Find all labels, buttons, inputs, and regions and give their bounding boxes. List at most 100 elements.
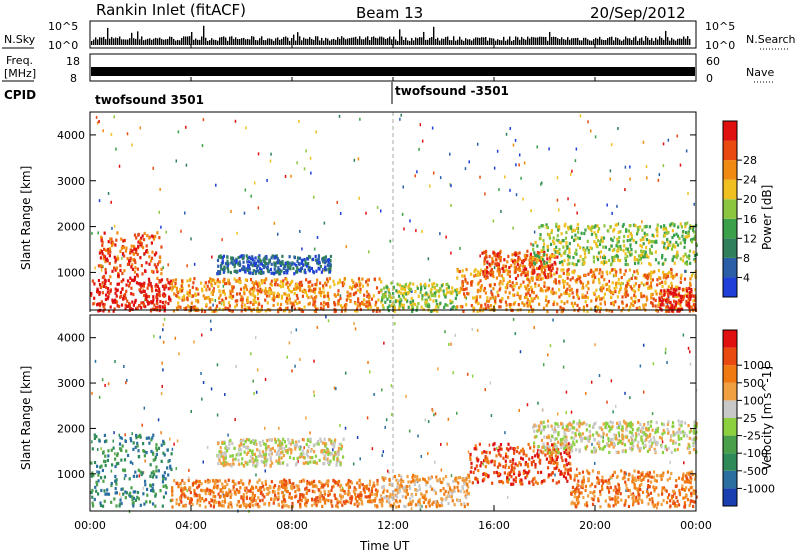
range-cell [678,287,680,290]
nsky-bar [271,39,272,45]
freq-tick-top: 18 [66,55,80,68]
range-cell [537,296,539,299]
range-cell [110,282,112,285]
range-cell [299,281,301,284]
scatter-cell [658,179,660,182]
range-cell [303,462,305,465]
nsky-bar [433,27,434,45]
range-cell [100,286,102,289]
range-cell [615,270,617,273]
scatter-cell [552,428,554,431]
scatter-cell [646,176,648,179]
range-cell [599,268,601,271]
range-cell [565,231,567,234]
range-cell [452,306,454,309]
range-cell [556,256,558,259]
range-cell [240,495,242,498]
range-cell [137,306,139,309]
range-cell [670,275,672,278]
range-cell [184,504,186,507]
range-cell [130,461,132,464]
range-cell [128,284,130,287]
nsky-bar [537,37,538,45]
range-cell [353,292,355,295]
range-cell [152,295,154,298]
range-cell [384,301,386,304]
nsky-bar [497,39,498,45]
range-cell [577,295,579,298]
nsky-bar [423,32,424,45]
range-cell [261,499,263,502]
range-cell [214,282,216,285]
range-cell [245,440,247,443]
power-colorbar-label: Power [dB] [760,185,774,250]
range-cell [173,479,175,482]
range-cell [588,227,590,230]
range-cell [208,288,210,291]
range-cell [627,248,629,251]
scatter-cell [94,266,96,269]
range-cell [181,279,183,282]
range-cell [280,303,282,306]
range-cell [331,505,333,508]
y-tick-label: 4000 [57,129,85,142]
scatter-cell [111,227,113,230]
range-cell [510,264,512,267]
range-cell [262,271,264,274]
range-cell [211,298,213,301]
range-cell [243,503,245,506]
range-cell [330,489,332,492]
range-cell [102,505,104,508]
range-cell [144,480,146,483]
scatter-cell [124,477,126,480]
scatter-cell [429,184,431,187]
range-cell [632,300,634,303]
range-cell [641,295,643,298]
scatter-cell [172,448,174,451]
scatter-cell [498,188,500,191]
nsky-bar [353,37,354,45]
range-cell [277,266,279,269]
range-cell [94,498,96,501]
nsky-bar [619,40,620,45]
range-cell [343,282,345,285]
range-cell [133,248,135,251]
range-cell [220,446,222,449]
nsky-bar [689,39,690,45]
range-cell [477,289,479,292]
scatter-cell [439,232,441,235]
range-cell [428,284,430,287]
scatter-cell [108,382,110,385]
range-cell [633,294,635,297]
range-cell [441,284,443,287]
range-cell [620,248,622,251]
range-cell [381,288,383,291]
range-cell [309,460,311,463]
range-cell [656,283,658,286]
range-cell [130,437,132,440]
range-cell [669,223,671,226]
range-cell [183,482,185,485]
range-cell [286,463,288,466]
range-cell [254,459,256,462]
range-cell [195,287,197,290]
range-cell [251,496,253,499]
range-cell [151,251,153,254]
range-cell [311,504,313,507]
scatter-cell [235,120,237,123]
range-cell [92,504,94,507]
scatter-cell [641,220,643,223]
range-cell [395,289,397,292]
scatter-cell [432,409,434,412]
range-cell [670,282,672,285]
range-cell [125,249,127,252]
nsky-bar [559,39,560,45]
nsky-bar [183,36,184,45]
range-cell [323,301,325,304]
nsky-bar [459,37,460,45]
scatter-cell [264,427,266,430]
nsky-bar [129,38,130,45]
nsky-bar [335,40,336,45]
range-cell [525,296,527,299]
nsky-bar [557,38,558,45]
